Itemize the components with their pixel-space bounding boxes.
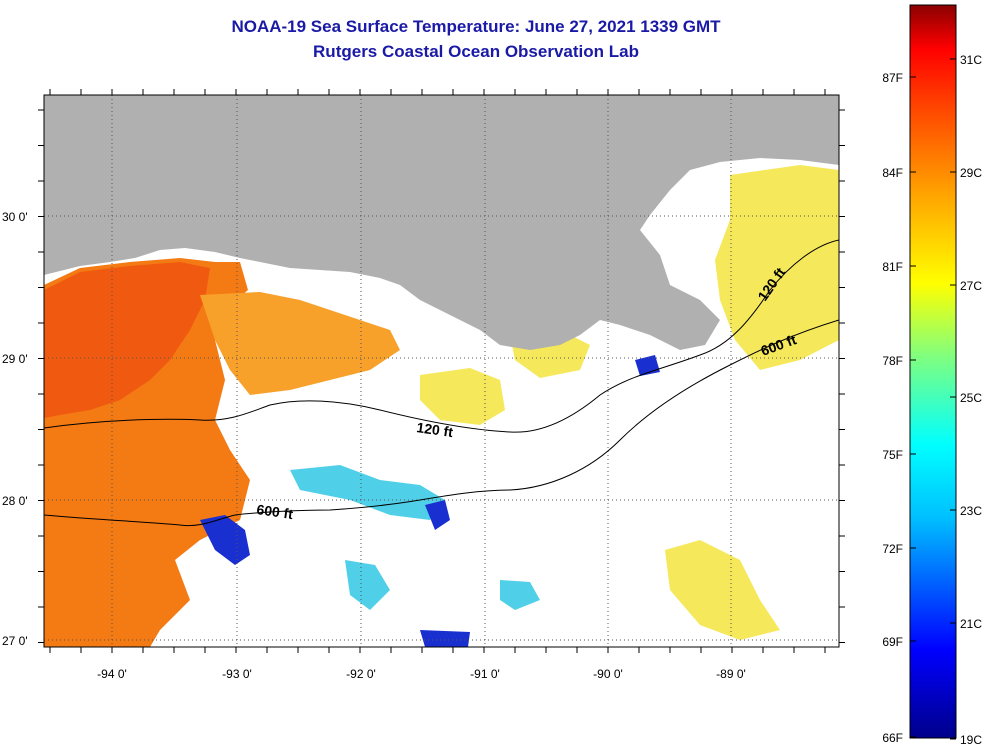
latitude-label: 27 0': [2, 634, 28, 648]
longitude-label: -89 0': [716, 667, 746, 681]
colorbar-f-label: 69F: [882, 635, 903, 649]
longitude-label: -94 0': [97, 667, 127, 681]
cool-sst-patch: [290, 465, 445, 520]
colorbar-celsius-labels: 31C 29C 27C 25C 23C 21C 19C: [950, 53, 982, 747]
contour-label-600ft: 600 ft: [256, 501, 295, 522]
warm-sst-band: [200, 292, 400, 395]
colorbar-c-label: 27C: [960, 279, 982, 293]
colorbar-f-label: 84F: [882, 166, 903, 180]
map-content: 120 ft 600 ft 120 ft 600 ft: [44, 95, 839, 647]
cool-sst-patch: [500, 580, 540, 610]
cold-sst-patch: [420, 630, 470, 647]
latitude-label: 28 0': [2, 494, 28, 508]
contour-label-120ft: 120 ft: [416, 419, 455, 440]
colorbar-c-label: 23C: [960, 504, 982, 518]
colorbar-c-label: 21C: [960, 617, 982, 631]
colorbar-c-label: 31C: [960, 53, 982, 67]
colorbar-f-label: 72F: [882, 542, 903, 556]
colorbar-f-label: 81F: [882, 260, 903, 274]
longitude-label: -93 0': [222, 667, 252, 681]
latitude-label: 30 0': [2, 210, 28, 224]
cold-sst-patch: [425, 500, 450, 530]
colorbar-f-label: 78F: [882, 354, 903, 368]
latitude-labels: 30 0' 29 0' 28 0' 27 0': [2, 210, 28, 648]
longitude-labels: -94 0' -93 0' -92 0' -91 0' -90 0' -89 0': [97, 667, 746, 681]
mild-sst-patch: [665, 540, 780, 640]
colorbar: [909, 4, 957, 739]
map-title: NOAA-19 Sea Surface Temperature: June 27…: [231, 17, 721, 36]
coordinate-grid: [44, 95, 839, 647]
longitude-label: -91 0': [470, 667, 500, 681]
longitude-label: -90 0': [593, 667, 623, 681]
colorbar-c-label: 25C: [960, 391, 982, 405]
hot-sst-core: [44, 262, 210, 418]
longitude-label: -92 0': [346, 667, 376, 681]
colorbar-c-label: 29C: [960, 166, 982, 180]
colorbar-f-label: 87F: [882, 71, 903, 85]
map-subtitle: Rutgers Coastal Ocean Observation Lab: [313, 42, 639, 61]
map-border: [43, 94, 840, 648]
contour-120ft: [44, 239, 839, 433]
axis-ticks: [38, 89, 845, 653]
colorbar-fahrenheit-labels: 87F 84F 81F 78F 75F 72F 69F 66F: [882, 71, 916, 745]
colorbar-f-label: 75F: [882, 448, 903, 462]
cool-sst-patch: [345, 560, 390, 610]
latitude-label: 29 0': [2, 352, 28, 366]
colorbar-f-label: 66F: [882, 731, 903, 745]
contour-600ft: [44, 319, 839, 527]
land-mass: [44, 95, 839, 350]
mild-sst-patch: [420, 368, 505, 425]
colorbar-c-label: 19C: [960, 733, 982, 747]
